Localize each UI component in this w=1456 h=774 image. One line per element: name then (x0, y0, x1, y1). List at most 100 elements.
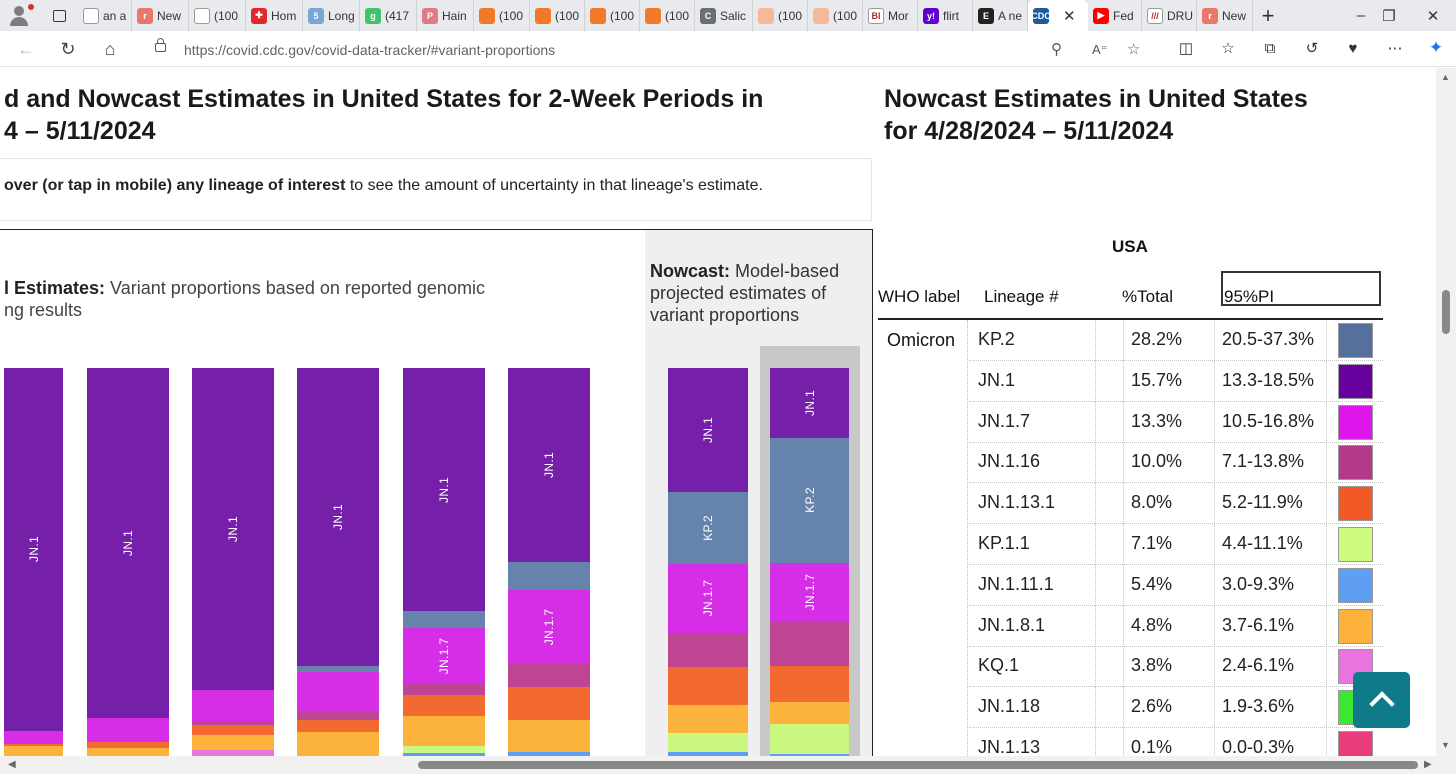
bar-segment[interactable] (297, 711, 379, 720)
zoom-icon[interactable]: ⚲ (1051, 41, 1062, 58)
header-pi[interactable]: 95%PI (1221, 271, 1381, 306)
split-screen-icon[interactable]: ◫ (1178, 40, 1194, 57)
browser-tab[interactable]: (100 (474, 0, 530, 31)
browser-tab[interactable]: g (417 (360, 0, 417, 31)
vertical-scrollbar[interactable]: ▲ ▼ (1436, 68, 1456, 756)
browser-tab[interactable]: E A ne (973, 0, 1028, 31)
bar-segment[interactable] (192, 720, 274, 725)
bar-segment[interactable] (4, 730, 63, 744)
table-row[interactable]: KQ.1 3.8% 2.4-6.1% (969, 646, 1383, 688)
minimize-icon[interactable]: – (1356, 7, 1366, 24)
bar-segment[interactable] (297, 665, 379, 673)
table-row[interactable]: JN.1.16 10.0% 7.1-13.8% (969, 442, 1383, 484)
bar-segment[interactable] (297, 731, 379, 756)
scroll-up-arrow-icon[interactable]: ▲ (1441, 72, 1450, 82)
bar-segment[interactable]: JN.1.7 (668, 564, 748, 633)
browser-tab[interactable]: /// DRU (1142, 0, 1197, 31)
favorite-star-icon[interactable]: ☆ (1127, 41, 1141, 58)
bar-segment[interactable]: JN.1.7 (770, 562, 849, 622)
weighted-bar[interactable]: JN.1 JN.1.7 (403, 368, 485, 756)
weighted-bar[interactable]: JN.1 (192, 368, 274, 756)
table-row[interactable]: JN.1.8.1 4.8% 3.7-6.1% (969, 605, 1383, 647)
tab-actions-icon[interactable] (40, 0, 78, 31)
bar-segment[interactable] (403, 684, 485, 695)
bar-segment[interactable] (192, 690, 274, 721)
weighted-bar[interactable]: JN.1 (87, 368, 169, 756)
browser-tab[interactable]: r New (1197, 0, 1253, 31)
bar-segment[interactable] (192, 735, 274, 750)
table-row[interactable]: JN.1.13 0.1% 0.0-0.3% (969, 728, 1383, 756)
refresh-icon[interactable]: ↻ (60, 38, 76, 59)
scroll-down-arrow-icon[interactable]: ▼ (1441, 740, 1450, 750)
bar-segment[interactable] (87, 717, 169, 742)
url-text[interactable]: https://covid.cdc.gov/covid-data-tracker… (184, 42, 556, 58)
maximize-icon[interactable]: ❐ (1382, 7, 1396, 25)
bar-segment[interactable] (297, 672, 379, 712)
weighted-bar[interactable]: JN.1 (4, 368, 63, 756)
vertical-scroll-thumb[interactable] (1442, 290, 1450, 334)
nowcast-bar[interactable]: JN.1 KP.2 JN.1.7 (668, 368, 748, 756)
bar-segment[interactable]: JN.1 (4, 368, 63, 731)
bar-segment[interactable] (508, 751, 590, 756)
bar-segment[interactable] (668, 632, 748, 668)
browser-tab[interactable]: (100 (808, 0, 863, 31)
bar-segment[interactable] (668, 704, 748, 734)
bar-segment[interactable] (770, 754, 849, 756)
browser-tab[interactable]: (100 (189, 0, 246, 31)
address-bar[interactable]: https://covid.cdc.gov/covid-data-tracker… (138, 34, 1160, 64)
table-row[interactable]: JN.1.11.1 5.4% 3.0-9.3% (969, 564, 1383, 606)
back-to-top-button[interactable] (1353, 672, 1410, 728)
weighted-bar[interactable]: JN.1 (297, 368, 379, 756)
browser-tab[interactable]: (100 (753, 0, 808, 31)
bar-segment[interactable]: JN.1 (770, 368, 849, 439)
bar-segment[interactable] (770, 666, 849, 703)
browser-tab[interactable]: y! flirt (918, 0, 973, 31)
new-tab-button[interactable]: + (1261, 3, 1275, 28)
weighted-bar[interactable]: JN.1 JN.1.7 (508, 368, 590, 756)
bar-segment[interactable] (403, 694, 485, 717)
bar-segment[interactable]: JN.1.7 (508, 590, 590, 664)
table-row[interactable]: KP.2 28.2% 20.5-37.3% (969, 320, 1383, 361)
browser-tab[interactable]: 5 Long (303, 0, 360, 31)
collections-icon[interactable]: ⧉ (1264, 39, 1276, 57)
horizontal-scroll-thumb[interactable] (418, 761, 1418, 769)
browser-tab[interactable]: (100 (585, 0, 640, 31)
bar-segment[interactable] (4, 745, 63, 756)
bar-segment[interactable] (668, 667, 748, 705)
bar-segment[interactable] (4, 743, 63, 746)
profile-avatar-icon[interactable] (0, 0, 40, 31)
horizontal-scrollbar[interactable]: ◀ ▶ (0, 756, 1456, 774)
bar-segment[interactable]: KP.2 (668, 492, 748, 565)
browser-tab[interactable]: BI Mor (863, 0, 918, 31)
bar-segment[interactable] (508, 561, 590, 591)
bar-segment[interactable] (770, 621, 849, 667)
bar-segment[interactable] (508, 719, 590, 752)
table-row[interactable]: JN.1.18 2.6% 1.9-3.6% (969, 687, 1383, 729)
lock-icon[interactable] (155, 38, 166, 52)
bar-segment[interactable] (668, 751, 748, 756)
bar-segment[interactable]: JN.1 (668, 368, 748, 493)
nowcast-bar[interactable]: JN.1 KP.2 JN.1.7 (770, 368, 849, 756)
home-icon[interactable]: ⌂ (104, 38, 116, 59)
bar-segment[interactable] (403, 716, 485, 747)
browser-tab[interactable]: (100 (640, 0, 695, 31)
performance-icon[interactable]: ♥ (1348, 39, 1358, 57)
scroll-right-arrow-icon[interactable]: ▶ (1424, 759, 1432, 770)
browser-tab[interactable]: ✚ Hom (246, 0, 303, 31)
history-icon[interactable]: ↺ (1305, 40, 1319, 57)
bar-segment[interactable]: JN.1.7 (403, 627, 485, 685)
bar-segment[interactable] (87, 741, 169, 749)
bar-segment[interactable] (668, 733, 748, 752)
bar-segment[interactable] (297, 719, 379, 732)
close-window-icon[interactable]: ✕ (1426, 7, 1440, 25)
table-row[interactable]: JN.1.7 13.3% 10.5-16.8% (969, 401, 1383, 443)
bar-segment[interactable] (403, 746, 485, 753)
table-row[interactable]: KP.1.1 7.1% 4.4-11.1% (969, 524, 1383, 565)
bar-segment[interactable] (770, 702, 849, 725)
bar-segment[interactable] (403, 611, 485, 628)
bar-segment[interactable] (508, 663, 590, 687)
table-row[interactable]: JN.1.13.1 8.0% 5.2-11.9% (969, 483, 1383, 525)
table-row[interactable]: JN.1 15.7% 13.3-18.5% (969, 360, 1383, 402)
browser-tab[interactable]: ▶ Fed (1088, 0, 1142, 31)
more-menu-icon[interactable]: ⋯ (1387, 40, 1403, 57)
